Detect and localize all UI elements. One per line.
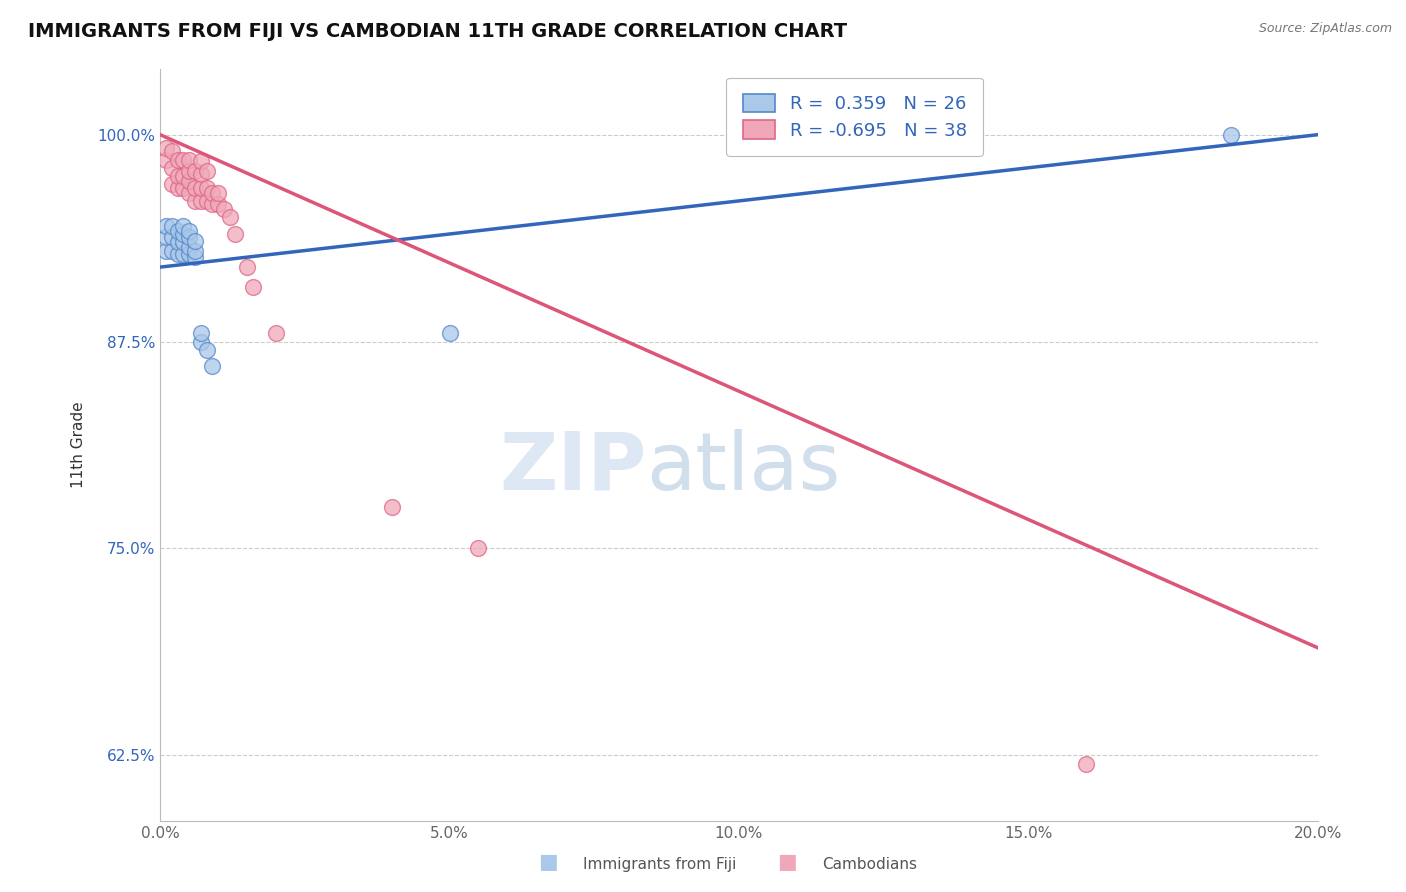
Point [195,164,218,178]
Point [218,211,240,225]
Point [172,180,194,194]
Point [201,186,224,200]
Point [201,359,224,374]
Point [207,197,229,211]
Text: ■: ■ [778,853,797,872]
Point [439,326,461,341]
Legend: R =  0.359   N = 26, R = -0.695   N = 38: R = 0.359 N = 26, R = -0.695 N = 38 [727,78,983,156]
Y-axis label: 11th Grade: 11th Grade [72,401,86,488]
Point [160,230,183,244]
Point [264,326,287,341]
Point [190,168,212,182]
Point [207,186,229,200]
Point [195,343,218,357]
Text: Immigrants from Fiji: Immigrants from Fiji [583,857,737,872]
Text: ■: ■ [538,853,558,872]
Point [236,260,259,274]
Point [184,180,207,194]
Point [160,178,183,192]
Point [190,326,212,341]
Point [155,153,177,167]
Point [172,235,194,250]
Point [172,153,194,167]
Point [155,230,177,244]
Point [195,194,218,208]
Point [190,154,212,169]
Point [184,194,207,208]
Point [155,244,177,258]
Point [1074,756,1097,771]
Point [166,169,188,183]
Point [195,180,218,194]
Point [160,219,183,233]
Point [179,230,201,244]
Point [190,194,212,208]
Text: Cambodians: Cambodians [823,857,918,872]
Point [179,186,201,200]
Point [179,174,201,188]
Point [179,240,201,254]
Point [160,161,183,175]
Point [179,247,201,261]
Point [190,334,212,349]
Point [155,141,177,155]
Point [179,164,201,178]
Point [160,145,183,159]
Point [172,219,194,233]
Point [190,180,212,194]
Point [166,180,188,194]
Point [184,234,207,248]
Point [155,219,177,233]
Text: atlas: atlas [647,428,841,507]
Point [166,235,188,250]
Point [224,227,246,241]
Point [184,244,207,258]
Text: IMMIGRANTS FROM FIJI VS CAMBODIAN 11TH GRADE CORRELATION CHART: IMMIGRANTS FROM FIJI VS CAMBODIAN 11TH G… [28,22,848,41]
Point [381,500,404,514]
Point [179,153,201,167]
Point [242,280,264,294]
Point [212,202,235,217]
Point [160,244,183,258]
Point [467,541,489,556]
Text: Source: ZipAtlas.com: Source: ZipAtlas.com [1258,22,1392,36]
Point [1219,128,1241,142]
Point [166,224,188,238]
Point [166,247,188,261]
Point [184,164,207,178]
Point [179,224,201,238]
Text: ZIP: ZIP [499,428,647,507]
Point [172,169,194,183]
Point [184,250,207,264]
Point [172,227,194,241]
Point [166,153,188,167]
Point [201,197,224,211]
Point [172,247,194,261]
